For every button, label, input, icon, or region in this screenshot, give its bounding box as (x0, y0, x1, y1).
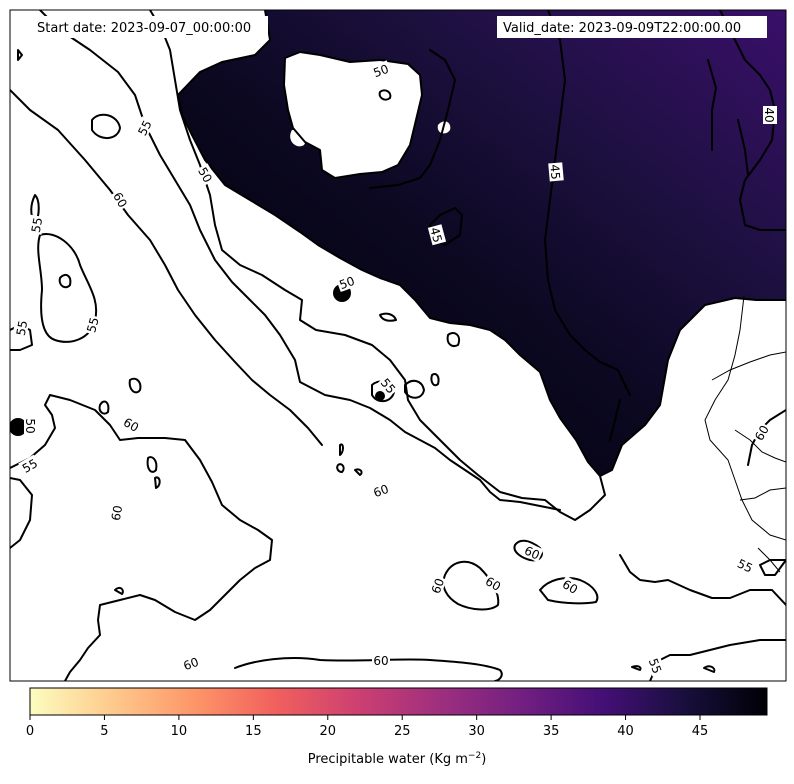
valid-date-label: Valid_date: 2023-09-09T22:00:00.00 (503, 21, 741, 36)
contour-label: 60 (179, 653, 202, 673)
map-frame (9, 9, 787, 682)
contour-label-text: 55 (135, 118, 155, 138)
contour-label-text: 50 (337, 274, 356, 292)
contour-label-text: 45 (427, 226, 444, 244)
contour-label: 50 (335, 272, 358, 292)
contour-label: 55 (734, 554, 757, 576)
start-date-label: Start date: 2023-09-07_00:00:00 (37, 21, 251, 36)
contour-label-text: 50 (371, 62, 390, 80)
start-date-box (30, 16, 268, 38)
colorbar-title-close: ) (481, 752, 486, 767)
colorbar-title-exponent: −2 (468, 751, 481, 761)
contour-label-text: 55 (29, 216, 45, 233)
valid-date-box (497, 16, 767, 38)
colorbar-scale (29, 687, 768, 716)
contour-label-text: 60 (373, 654, 388, 668)
contour-label-text: 60 (371, 482, 390, 500)
contour-label: 60 (427, 574, 447, 597)
land-east (668, 298, 786, 570)
colorbar-tick-label: 20 (320, 724, 337, 739)
contour-label-text: 60 (429, 576, 447, 595)
colorbar-tick-label: 10 (171, 724, 188, 739)
contour-label-text: 45 (547, 164, 562, 180)
contour-label-text: 50 (195, 165, 215, 185)
contour-label: 40 (762, 106, 777, 124)
map-panel: 55 50 60 55 55 55 50 45 45 40 50 55 60 50 55 60 60 60 60 60… (10, 10, 786, 681)
contour-label: 55 (133, 116, 155, 139)
contour-label: 55 (18, 454, 41, 476)
contour-label: 50 (23, 417, 38, 435)
contour-label-text: 60 (110, 190, 130, 210)
colorbar-tick-label: 5 (100, 724, 108, 739)
contour-label: 45 (427, 224, 447, 246)
contour-label-text: 60 (109, 504, 125, 521)
contour-label: 60 (482, 572, 505, 594)
colorbar-tick-label: 30 (468, 724, 485, 739)
colorbar-title-main: Precipitable water (Kg m (308, 752, 468, 767)
contour-label-text: 60 (121, 415, 141, 435)
colorbar-tick-label: 15 (245, 724, 262, 739)
contour-label: 60 (120, 413, 143, 435)
contour-label: 50 (195, 163, 217, 186)
contour-label: 60 (107, 502, 125, 523)
contour-label-text: 60 (522, 543, 542, 562)
contour-label: 55 (646, 654, 666, 677)
colorbar-tick-label: 35 (543, 724, 560, 739)
contour-label-text: 55 (646, 656, 664, 675)
contour-label-text: 40 (762, 107, 776, 122)
colorbar: 0 5 10 15 20 25 30 35 40 45 Precipitable water (K… (26, 687, 768, 767)
colorbar-ticks: 0 5 10 15 20 25 30 35 40 45 (26, 715, 708, 739)
contour-label: 60 (369, 480, 392, 500)
colorbar-tick-label: 45 (692, 724, 709, 739)
contour-label-text: 55 (14, 319, 30, 336)
contour-label: 55 (82, 314, 102, 336)
contour-label: 45 (547, 162, 564, 182)
contour-label: 55 (12, 317, 30, 338)
contour-label-text: 60 (752, 423, 772, 443)
contour-label-text: 60 (181, 655, 200, 673)
contour-label-text: 50 (23, 418, 37, 433)
contour-label: 60 (559, 575, 582, 597)
contour-label-text: 55 (84, 316, 101, 334)
contour-label: 50 (369, 60, 392, 80)
contour-label-text: 55 (735, 556, 755, 575)
contour-label: 60 (110, 188, 132, 211)
contour-label-text: 60 (560, 577, 580, 597)
contour-label-text: 55 (20, 456, 40, 476)
contour-label: 60 (372, 653, 390, 668)
contour-label: 55 (27, 214, 45, 235)
colorbar-tick-label: 0 (26, 724, 34, 739)
contour-label: 60 (750, 421, 772, 444)
colorbar-tick-label: 25 (394, 724, 411, 739)
contour-label: 60 (521, 541, 544, 563)
moist-pocket (284, 52, 422, 178)
colorbar-title: Precipitable water (Kg m−2) (308, 751, 487, 767)
colorbar-tick-label: 40 (617, 724, 634, 739)
contour-label-text: 60 (483, 574, 503, 594)
contour-labels: 55 50 60 55 55 55 50 45 45 40 50 55 60 50 55 60 60 60 60 60… (12, 60, 777, 677)
